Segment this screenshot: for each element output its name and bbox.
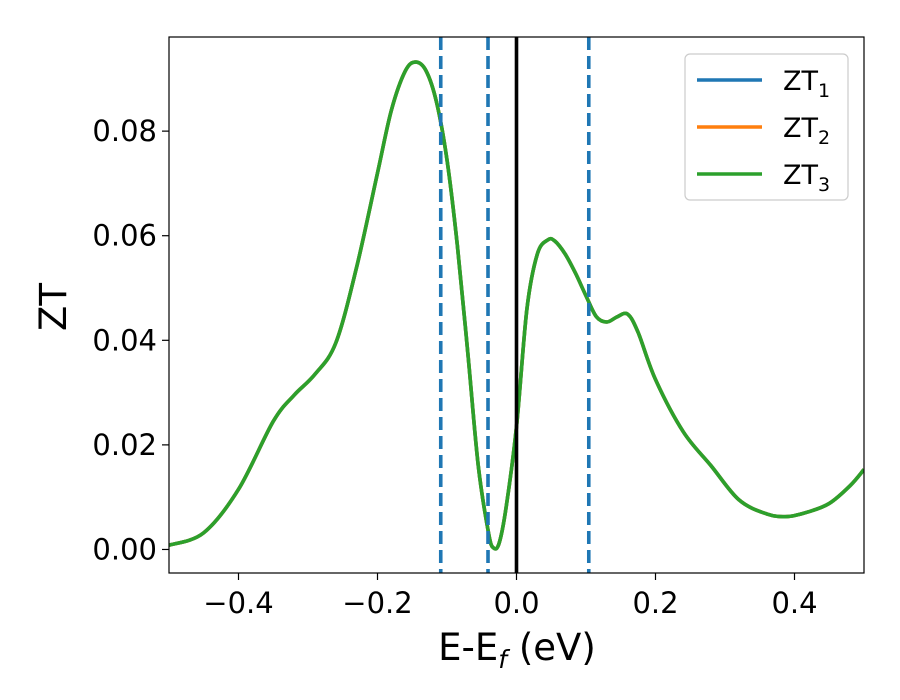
legend-label-3: ZT3 (783, 160, 830, 196)
series-line-3 (169, 60, 864, 551)
legend-frame (684, 53, 849, 201)
x-tick-label: −0.4 (203, 586, 273, 620)
x-axis-title: E-Ef (eV) (438, 626, 596, 674)
x-axis-title-unit: (eV) (507, 626, 596, 669)
y-axis-title: ZT (32, 283, 75, 331)
legend: ZT1 ZT2 ZT3 (684, 53, 849, 201)
y-tick-label: 0.02 (92, 428, 157, 462)
x-tick-label: −0.2 (342, 586, 412, 620)
x-tick-label: 0.2 (632, 586, 678, 620)
y-tick-label: 0.06 (92, 219, 157, 253)
y-tick-label: 0.00 (92, 532, 157, 566)
x-tick-label: 0.0 (493, 586, 539, 620)
x-axis: −0.4 −0.2 0.0 0.2 0.4 (203, 573, 818, 620)
y-axis: 0.00 0.02 0.04 0.06 0.08 (92, 114, 169, 566)
plot-area (169, 37, 864, 573)
legend-label-1: ZT1 (783, 66, 830, 102)
y-tick-label: 0.04 (92, 323, 157, 357)
legend-label-2: ZT2 (783, 113, 830, 149)
y-tick-label: 0.08 (92, 114, 157, 148)
x-tick-label: 0.4 (771, 586, 817, 620)
